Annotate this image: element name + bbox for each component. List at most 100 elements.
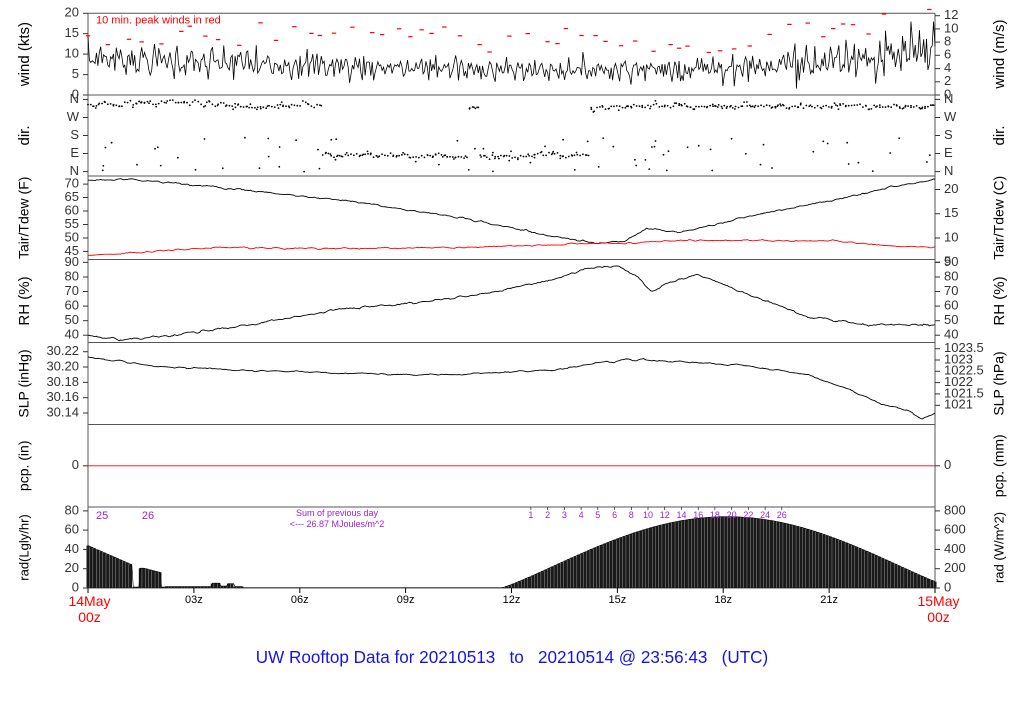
- svg-text:rad (W/m^2): rad (W/m^2): [991, 512, 1006, 583]
- svg-text:30.18: 30.18: [46, 374, 79, 389]
- svg-text:N: N: [944, 91, 953, 106]
- svg-text:<--- 26.87 MJoules/m^2: <--- 26.87 MJoules/m^2: [290, 519, 385, 529]
- svg-text:18: 18: [710, 510, 720, 520]
- svg-text:E: E: [70, 145, 79, 160]
- svg-text:80: 80: [944, 268, 958, 283]
- svg-text:dir.: dir.: [991, 125, 1008, 145]
- svg-text:60: 60: [944, 298, 958, 313]
- svg-text:15: 15: [944, 205, 958, 220]
- svg-text:N: N: [70, 91, 79, 106]
- svg-text:wind (kts): wind (kts): [16, 22, 33, 87]
- svg-text:16: 16: [693, 510, 703, 520]
- svg-text:60: 60: [65, 522, 79, 537]
- svg-text:50: 50: [65, 229, 79, 244]
- svg-text:6: 6: [612, 510, 617, 520]
- svg-text:10: 10: [944, 20, 958, 35]
- svg-text:4: 4: [944, 60, 951, 75]
- svg-text:pcp. (mm): pcp. (mm): [991, 434, 1007, 497]
- svg-text:12: 12: [944, 7, 958, 22]
- svg-text:00z: 00z: [927, 609, 950, 625]
- svg-text:60: 60: [65, 202, 79, 217]
- svg-text:Tair/Tdew (F): Tair/Tdew (F): [16, 177, 32, 259]
- svg-text:W: W: [944, 109, 957, 124]
- svg-text:10: 10: [944, 229, 958, 244]
- svg-text:12: 12: [660, 510, 670, 520]
- svg-text:8: 8: [944, 34, 951, 49]
- svg-text:15: 15: [65, 25, 79, 40]
- svg-text:55: 55: [65, 216, 79, 231]
- svg-text:65: 65: [65, 189, 79, 204]
- svg-text:60: 60: [65, 298, 79, 313]
- svg-text:W: W: [67, 109, 80, 124]
- svg-text:26: 26: [777, 510, 787, 520]
- svg-text:12z: 12z: [503, 594, 521, 606]
- svg-text:rad(Lgly/hr): rad(Lgly/hr): [16, 514, 31, 580]
- svg-text:2: 2: [944, 73, 951, 88]
- svg-text:E: E: [944, 145, 953, 160]
- svg-text:90: 90: [65, 254, 79, 269]
- svg-text:20: 20: [65, 560, 79, 575]
- svg-text:3: 3: [562, 510, 567, 520]
- svg-text:70: 70: [944, 283, 958, 298]
- svg-text:N: N: [944, 163, 953, 178]
- svg-text:20: 20: [944, 181, 958, 196]
- svg-text:21z: 21z: [820, 594, 838, 606]
- svg-text:80: 80: [65, 502, 79, 517]
- svg-text:RH (%): RH (%): [991, 276, 1008, 325]
- svg-text:80: 80: [65, 268, 79, 283]
- svg-text:24: 24: [760, 510, 770, 520]
- svg-text:SLP (inHg): SLP (inHg): [16, 349, 32, 417]
- svg-text:70: 70: [65, 176, 79, 191]
- svg-text:09z: 09z: [397, 594, 415, 606]
- svg-text:UW Rooftop Data for 20210513: UW Rooftop Data for 20210513 to 20210514…: [256, 648, 768, 667]
- svg-text:6: 6: [944, 47, 951, 62]
- svg-text:06z: 06z: [291, 594, 309, 606]
- svg-text:5: 5: [595, 510, 600, 520]
- svg-text:15May: 15May: [917, 593, 959, 609]
- svg-text:25: 25: [96, 510, 108, 522]
- svg-text:5: 5: [72, 66, 79, 81]
- svg-text:1: 1: [528, 510, 533, 520]
- svg-text:Tair/Tdew (C): Tair/Tdew (C): [991, 176, 1007, 260]
- svg-text:50: 50: [944, 312, 958, 327]
- svg-text:30.22: 30.22: [46, 343, 79, 358]
- svg-text:18z: 18z: [714, 594, 732, 606]
- svg-text:Sum of previous day: Sum of previous day: [296, 508, 379, 518]
- svg-text:30.16: 30.16: [46, 389, 79, 404]
- svg-text:4: 4: [579, 510, 584, 520]
- svg-text:0: 0: [72, 457, 79, 472]
- svg-text:0: 0: [944, 457, 951, 472]
- svg-text:70: 70: [65, 283, 79, 298]
- svg-text:90: 90: [944, 254, 958, 269]
- svg-text:wind (m/s): wind (m/s): [991, 20, 1008, 90]
- svg-text:00z: 00z: [78, 609, 101, 625]
- svg-text:20: 20: [65, 5, 79, 20]
- svg-text:50: 50: [65, 312, 79, 327]
- svg-text:8: 8: [629, 510, 634, 520]
- svg-text:dir.: dir.: [16, 125, 33, 145]
- svg-text:SLP (hPa): SLP (hPa): [991, 351, 1007, 415]
- svg-text:400: 400: [944, 541, 966, 556]
- svg-text:10: 10: [65, 46, 79, 61]
- svg-text:40: 40: [65, 541, 79, 556]
- svg-text:14May: 14May: [68, 593, 110, 609]
- svg-text:800: 800: [944, 502, 966, 517]
- svg-text:10: 10: [643, 510, 653, 520]
- svg-text:RH (%): RH (%): [16, 276, 33, 325]
- svg-text:30.20: 30.20: [46, 358, 79, 373]
- svg-text:40: 40: [65, 327, 79, 342]
- svg-text:1023.5: 1023.5: [944, 340, 984, 355]
- svg-text:2: 2: [545, 510, 550, 520]
- svg-text:200: 200: [944, 560, 966, 575]
- svg-text:30.14: 30.14: [46, 404, 79, 419]
- svg-text:S: S: [70, 127, 79, 142]
- svg-text:20: 20: [727, 510, 737, 520]
- svg-text:15z: 15z: [609, 594, 627, 606]
- svg-text:600: 600: [944, 522, 966, 537]
- svg-text:S: S: [944, 127, 953, 142]
- svg-text:14: 14: [676, 510, 686, 520]
- svg-text:22: 22: [743, 510, 753, 520]
- svg-text:26: 26: [142, 510, 154, 522]
- svg-text:10 min. peak winds in red: 10 min. peak winds in red: [96, 14, 221, 26]
- svg-text:03z: 03z: [185, 594, 203, 606]
